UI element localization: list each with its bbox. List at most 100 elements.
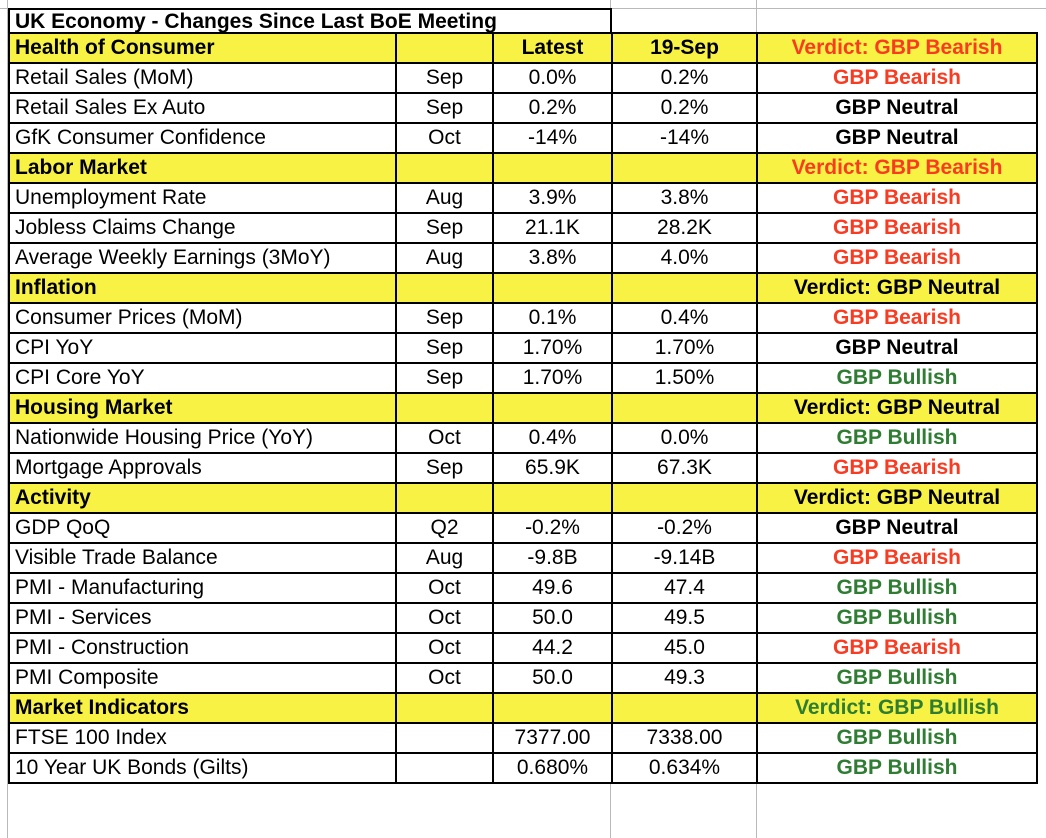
indicator-name-cell[interactable]: CPI Core YoY: [8, 362, 397, 394]
indicator-verdict-cell[interactable]: GBP Bearish: [756, 62, 1038, 94]
indicator-month-cell[interactable]: Sep: [395, 212, 494, 244]
indicator-latest-cell[interactable]: 0.0%: [492, 62, 613, 94]
indicator-verdict-cell[interactable]: GBP Bearish: [756, 182, 1038, 214]
indicator-verdict-cell[interactable]: GBP Bearish: [756, 212, 1038, 244]
indicator-prev-cell[interactable]: 1.50%: [611, 362, 758, 394]
indicator-month-cell[interactable]: Oct: [395, 122, 494, 154]
column-header-prev[interactable]: [611, 272, 758, 304]
indicator-prev-cell[interactable]: 67.3K: [611, 452, 758, 484]
section-month-cell[interactable]: [395, 152, 494, 184]
indicator-prev-cell[interactable]: 28.2K: [611, 212, 758, 244]
column-header-latest[interactable]: [492, 392, 613, 424]
indicator-name-cell[interactable]: Jobless Claims Change: [8, 212, 397, 244]
indicator-month-cell[interactable]: Sep: [395, 62, 494, 94]
indicator-name-cell[interactable]: Consumer Prices (MoM): [8, 302, 397, 334]
indicator-latest-cell[interactable]: 0.1%: [492, 302, 613, 334]
indicator-prev-cell[interactable]: 49.3: [611, 662, 758, 694]
indicator-month-cell[interactable]: [395, 722, 494, 754]
indicator-name-cell[interactable]: FTSE 100 Index: [8, 722, 397, 754]
indicator-latest-cell[interactable]: 44.2: [492, 632, 613, 664]
indicator-verdict-cell[interactable]: GBP Bearish: [756, 302, 1038, 334]
indicator-month-cell[interactable]: Sep: [395, 302, 494, 334]
indicator-name-cell[interactable]: GfK Consumer Confidence: [8, 122, 397, 154]
section-name-cell[interactable]: Labor Market: [8, 152, 397, 184]
indicator-name-cell[interactable]: Retail Sales Ex Auto: [8, 92, 397, 124]
indicator-latest-cell[interactable]: 0.4%: [492, 422, 613, 454]
indicator-latest-cell[interactable]: 0.2%: [492, 92, 613, 124]
indicator-name-cell[interactable]: CPI YoY: [8, 332, 397, 364]
indicator-latest-cell[interactable]: 21.1K: [492, 212, 613, 244]
indicator-prev-cell[interactable]: -0.2%: [611, 512, 758, 544]
indicator-prev-cell[interactable]: 3.8%: [611, 182, 758, 214]
indicator-name-cell[interactable]: Visible Trade Balance: [8, 542, 397, 574]
indicator-prev-cell[interactable]: -14%: [611, 122, 758, 154]
indicator-verdict-cell[interactable]: GBP Bearish: [756, 542, 1038, 574]
indicator-latest-cell[interactable]: -9.8B: [492, 542, 613, 574]
indicator-month-cell[interactable]: Sep: [395, 452, 494, 484]
indicator-verdict-cell[interactable]: GBP Neutral: [756, 92, 1038, 124]
indicator-verdict-cell[interactable]: GBP Bullish: [756, 572, 1038, 604]
indicator-latest-cell[interactable]: 3.8%: [492, 242, 613, 274]
indicator-verdict-cell[interactable]: GBP Bearish: [756, 242, 1038, 274]
indicator-verdict-cell[interactable]: GBP Bullish: [756, 752, 1038, 784]
indicator-name-cell[interactable]: PMI - Construction: [8, 632, 397, 664]
indicator-month-cell[interactable]: Sep: [395, 92, 494, 124]
indicator-verdict-cell[interactable]: GBP Neutral: [756, 122, 1038, 154]
section-name-cell[interactable]: Health of Consumer: [8, 32, 397, 64]
indicator-prev-cell[interactable]: 0.4%: [611, 302, 758, 334]
indicator-name-cell[interactable]: Retail Sales (MoM): [8, 62, 397, 94]
indicator-month-cell[interactable]: [395, 752, 494, 784]
indicator-name-cell[interactable]: Nationwide Housing Price (YoY): [8, 422, 397, 454]
indicator-prev-cell[interactable]: 47.4: [611, 572, 758, 604]
column-header-prev[interactable]: [611, 482, 758, 514]
indicator-latest-cell[interactable]: 7377.00: [492, 722, 613, 754]
indicator-name-cell[interactable]: PMI Composite: [8, 662, 397, 694]
indicator-latest-cell[interactable]: 3.9%: [492, 182, 613, 214]
section-verdict-cell[interactable]: Verdict: GBP Neutral: [756, 482, 1038, 514]
indicator-month-cell[interactable]: Oct: [395, 602, 494, 634]
section-name-cell[interactable]: Activity: [8, 482, 397, 514]
indicator-month-cell[interactable]: Q2: [395, 512, 494, 544]
indicator-verdict-cell[interactable]: GBP Bullish: [756, 722, 1038, 754]
indicator-month-cell[interactable]: Sep: [395, 332, 494, 364]
section-name-cell[interactable]: Housing Market: [8, 392, 397, 424]
indicator-verdict-cell[interactable]: GBP Bullish: [756, 602, 1038, 634]
indicator-latest-cell[interactable]: 50.0: [492, 602, 613, 634]
indicator-verdict-cell[interactable]: GBP Bullish: [756, 662, 1038, 694]
column-header-prev[interactable]: [611, 692, 758, 724]
section-verdict-cell[interactable]: Verdict: GBP Bullish: [756, 692, 1038, 724]
indicator-prev-cell[interactable]: 45.0: [611, 632, 758, 664]
indicator-latest-cell[interactable]: 1.70%: [492, 362, 613, 394]
indicator-prev-cell[interactable]: 1.70%: [611, 332, 758, 364]
indicator-month-cell[interactable]: Aug: [395, 542, 494, 574]
indicator-month-cell[interactable]: Aug: [395, 182, 494, 214]
indicator-prev-cell[interactable]: 0.2%: [611, 92, 758, 124]
indicator-month-cell[interactable]: Aug: [395, 242, 494, 274]
indicator-prev-cell[interactable]: 7338.00: [611, 722, 758, 754]
indicator-month-cell[interactable]: Oct: [395, 572, 494, 604]
column-header-latest[interactable]: Latest: [492, 32, 613, 64]
indicator-month-cell[interactable]: Sep: [395, 362, 494, 394]
indicator-name-cell[interactable]: Unemployment Rate: [8, 182, 397, 214]
indicator-latest-cell[interactable]: 65.9K: [492, 452, 613, 484]
section-verdict-cell[interactable]: Verdict: GBP Neutral: [756, 392, 1038, 424]
section-month-cell[interactable]: [395, 392, 494, 424]
indicator-verdict-cell[interactable]: GBP Bearish: [756, 632, 1038, 664]
indicator-month-cell[interactable]: Oct: [395, 632, 494, 664]
indicator-prev-cell[interactable]: 0.634%: [611, 752, 758, 784]
column-header-prev[interactable]: [611, 392, 758, 424]
section-month-cell[interactable]: [395, 272, 494, 304]
indicator-prev-cell[interactable]: 0.2%: [611, 62, 758, 94]
indicator-verdict-cell[interactable]: GBP Neutral: [756, 332, 1038, 364]
section-name-cell[interactable]: Market Indicators: [8, 692, 397, 724]
column-header-latest[interactable]: [492, 272, 613, 304]
indicator-name-cell[interactable]: Mortgage Approvals: [8, 452, 397, 484]
indicator-verdict-cell[interactable]: GBP Neutral: [756, 512, 1038, 544]
indicator-latest-cell[interactable]: -14%: [492, 122, 613, 154]
indicator-latest-cell[interactable]: 49.6: [492, 572, 613, 604]
section-verdict-cell[interactable]: Verdict: GBP Bearish: [756, 152, 1038, 184]
indicator-verdict-cell[interactable]: GBP Bullish: [756, 362, 1038, 394]
sheet-title-cell[interactable]: UK Economy - Changes Since Last BoE Meet…: [8, 8, 612, 34]
column-header-prev[interactable]: 19-Sep: [611, 32, 758, 64]
section-month-cell[interactable]: [395, 692, 494, 724]
